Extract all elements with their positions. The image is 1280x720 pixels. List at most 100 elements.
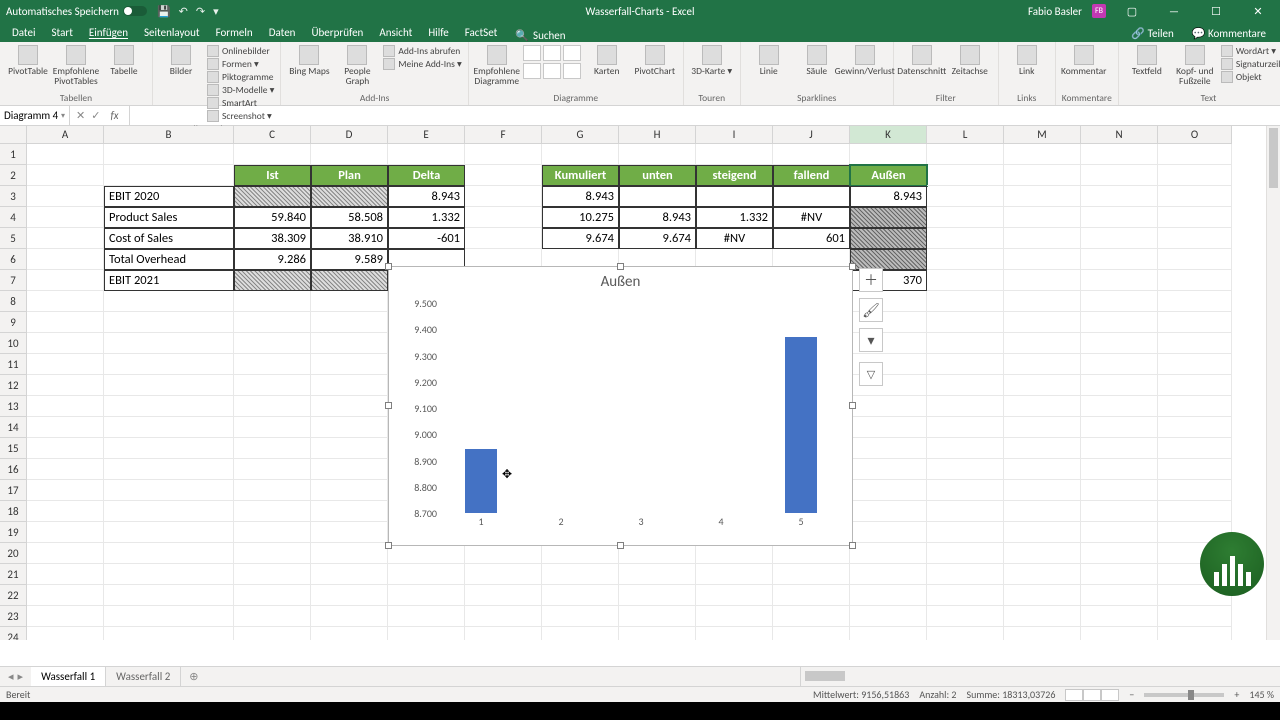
select-all-corner[interactable] (0, 126, 27, 144)
cell[interactable] (1158, 291, 1232, 312)
ribbon-add-ins-abrufen[interactable]: Add-Ins abrufen (383, 45, 461, 57)
cell[interactable] (696, 627, 773, 640)
cell[interactable] (927, 144, 1004, 165)
col-header-E[interactable]: E (388, 126, 465, 144)
cell[interactable] (104, 543, 234, 564)
save-icon[interactable]: 💾 (157, 5, 171, 18)
cell[interactable] (1158, 375, 1232, 396)
menu-tab-seitenlayout[interactable]: Seitenlayout (136, 23, 208, 42)
cell[interactable] (927, 459, 1004, 480)
cell[interactable] (773, 606, 850, 627)
ribbon-formen-[interactable]: Formen ▾ (207, 58, 274, 70)
chart-handle[interactable] (849, 542, 856, 549)
cell[interactable] (927, 585, 1004, 606)
cell[interactable] (773, 543, 850, 564)
cell[interactable] (696, 186, 773, 207)
formula-input[interactable] (130, 106, 1280, 125)
row-header-22[interactable]: 22 (0, 585, 27, 606)
cell[interactable] (927, 564, 1004, 585)
cell[interactable]: #NV (773, 207, 850, 228)
autosave-switch[interactable] (123, 6, 147, 16)
cell[interactable] (927, 375, 1004, 396)
row-header-18[interactable]: 18 (0, 501, 27, 522)
cell[interactable] (1004, 249, 1081, 270)
cell[interactable] (619, 585, 696, 606)
cell[interactable]: unten (619, 165, 696, 186)
cell[interactable] (927, 186, 1004, 207)
view-buttons[interactable] (1065, 689, 1119, 701)
cell[interactable] (850, 438, 927, 459)
cell[interactable]: 9.286 (234, 249, 311, 270)
cell[interactable] (1004, 375, 1081, 396)
cell[interactable] (542, 144, 619, 165)
cell[interactable] (773, 144, 850, 165)
row-header-17[interactable]: 17 (0, 480, 27, 501)
menu-tab-start[interactable]: Start (44, 23, 81, 42)
cell[interactable] (1081, 249, 1158, 270)
cell[interactable] (927, 354, 1004, 375)
col-header-I[interactable]: I (696, 126, 773, 144)
cell[interactable] (234, 522, 311, 543)
cell[interactable] (465, 165, 542, 186)
cell[interactable] (104, 585, 234, 606)
row-header-16[interactable]: 16 (0, 459, 27, 480)
cell[interactable] (927, 291, 1004, 312)
add-sheet-button[interactable]: ⊕ (181, 667, 206, 686)
chart-type-icon[interactable] (543, 63, 561, 79)
cell[interactable] (1004, 543, 1081, 564)
cell[interactable] (27, 228, 104, 249)
cell[interactable] (465, 627, 542, 640)
cell[interactable] (850, 627, 927, 640)
cell[interactable] (27, 207, 104, 228)
ribbon-display-icon[interactable]: ▢ (1116, 5, 1148, 18)
ribbon-empfohlene-pivottables[interactable]: Empfohlene PivotTables (54, 45, 98, 86)
redo-icon[interactable]: ↷ (196, 5, 205, 18)
cell[interactable] (1081, 543, 1158, 564)
cell[interactable] (696, 564, 773, 585)
cell[interactable] (27, 312, 104, 333)
cell[interactable] (1081, 228, 1158, 249)
cell[interactable] (465, 585, 542, 606)
cell[interactable] (234, 459, 311, 480)
menu-tab-einfügen[interactable]: Einfügen (81, 23, 136, 42)
ribbon-kopf-und-fu-zeile[interactable]: Kopf- und Fußzeile (1173, 45, 1217, 86)
cell[interactable] (27, 186, 104, 207)
autosave-toggle[interactable]: Automatisches Speichern (6, 5, 147, 18)
cell[interactable] (1081, 270, 1158, 291)
cell[interactable] (104, 312, 234, 333)
cell[interactable] (104, 144, 234, 165)
col-header-F[interactable]: F (465, 126, 542, 144)
horizontal-scrollbar[interactable] (800, 667, 1280, 686)
cell[interactable] (465, 207, 542, 228)
row-header-2[interactable]: 2 (0, 165, 27, 186)
cell[interactable] (311, 291, 388, 312)
chart-bar[interactable] (785, 337, 817, 513)
cell[interactable]: steigend (696, 165, 773, 186)
cell[interactable] (927, 228, 1004, 249)
cell[interactable] (927, 606, 1004, 627)
cell[interactable] (1004, 459, 1081, 480)
cell[interactable] (850, 228, 927, 249)
cell[interactable] (311, 627, 388, 640)
cell[interactable] (542, 627, 619, 640)
cell[interactable] (27, 144, 104, 165)
cell[interactable] (104, 375, 234, 396)
cell[interactable] (1158, 186, 1232, 207)
cell[interactable] (1081, 480, 1158, 501)
cell[interactable] (1081, 585, 1158, 606)
cell[interactable] (27, 438, 104, 459)
col-header-L[interactable]: L (927, 126, 1004, 144)
ribbon-linie[interactable]: Linie (747, 45, 791, 76)
ribbon-onlinebilder[interactable]: Onlinebilder (207, 45, 274, 57)
cell[interactable] (104, 438, 234, 459)
cell[interactable] (311, 438, 388, 459)
ribbon-people-graph[interactable]: People Graph (335, 45, 379, 86)
cell[interactable] (311, 354, 388, 375)
cell[interactable] (388, 543, 465, 564)
row-header-14[interactable]: 14 (0, 417, 27, 438)
search-label[interactable]: Suchen (533, 29, 566, 42)
ribbon-piktogramme[interactable]: Piktogramme (207, 71, 274, 83)
cell[interactable] (1158, 480, 1232, 501)
chart-handle[interactable] (617, 542, 624, 549)
cell[interactable] (1158, 312, 1232, 333)
